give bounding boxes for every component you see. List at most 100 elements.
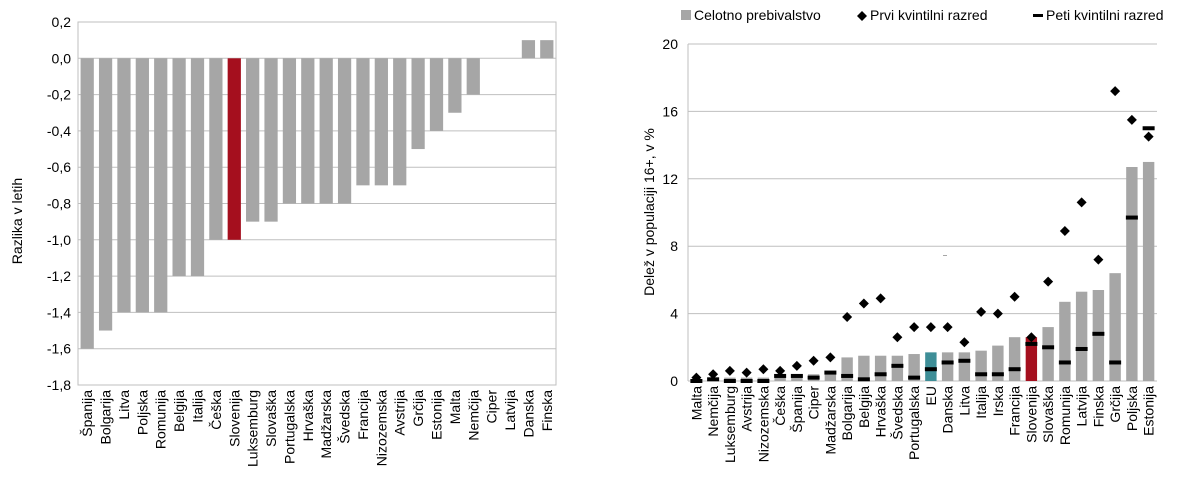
marker-fifth-quintile bbox=[1075, 346, 1088, 351]
marker-fifth-quintile bbox=[958, 358, 971, 363]
bar-total bbox=[1126, 167, 1138, 381]
category-label: Latvija bbox=[502, 390, 518, 431]
marker-fifth-quintile bbox=[1109, 360, 1122, 365]
plot-frame bbox=[77, 21, 557, 386]
category-label: Grčija bbox=[1107, 386, 1123, 423]
bar-total bbox=[841, 357, 853, 381]
marker-fifth-quintile bbox=[757, 379, 770, 383]
marker-first-quintile bbox=[1076, 197, 1087, 208]
bar bbox=[540, 40, 554, 59]
bar bbox=[319, 58, 333, 204]
marker-fifth-quintile bbox=[1008, 367, 1021, 372]
bar bbox=[154, 58, 168, 313]
category-label: Španija bbox=[79, 390, 95, 437]
marker-first-quintile bbox=[1009, 291, 1020, 302]
bar bbox=[264, 58, 278, 222]
legend-label-first-quintile: Prvi kvintilni razred bbox=[870, 7, 987, 23]
category-label: Nemčija bbox=[465, 390, 481, 441]
bar-total bbox=[958, 352, 971, 381]
category-label: Nemčija bbox=[705, 386, 721, 437]
chart-left-grid bbox=[77, 21, 557, 386]
category-label: Poljska bbox=[134, 390, 150, 435]
chart-right: Celotno prebivalstvo Prvi kvintilni razr… bbox=[641, 7, 1164, 463]
bar bbox=[301, 58, 315, 204]
category-label: Portugalska bbox=[906, 386, 922, 460]
marker-first-quintile bbox=[925, 322, 936, 333]
bar bbox=[135, 58, 149, 313]
marker-first-quintile bbox=[959, 337, 970, 348]
category-label: Slovenija bbox=[226, 390, 242, 447]
marker-fifth-quintile bbox=[1025, 341, 1038, 346]
marker-fifth-quintile bbox=[1125, 215, 1138, 220]
y-tick-label: 0,2 bbox=[52, 14, 72, 30]
marker-fifth-quintile bbox=[1042, 345, 1055, 350]
marker-fifth-quintile bbox=[891, 363, 904, 368]
marker-fifth-quintile bbox=[824, 370, 837, 375]
marker-fifth-quintile bbox=[841, 373, 854, 378]
marker-fifth-quintile bbox=[975, 372, 988, 377]
marker-fifth-quintile bbox=[941, 360, 954, 365]
category-label: Ciper bbox=[484, 390, 500, 424]
marker-first-quintile bbox=[1026, 332, 1037, 343]
category-label: Malta bbox=[447, 390, 463, 424]
y-tick-label: -0,4 bbox=[47, 123, 71, 139]
marker-fifth-quintile bbox=[723, 379, 736, 383]
marker-first-quintile bbox=[741, 367, 752, 378]
category-label: Portugalska bbox=[281, 390, 297, 464]
marker-fifth-quintile bbox=[774, 373, 787, 378]
bar bbox=[282, 58, 297, 204]
y-tick-label: -0,2 bbox=[47, 87, 71, 103]
marker-first-quintile bbox=[1059, 226, 1070, 237]
category-label: Finska bbox=[1090, 386, 1106, 427]
bar bbox=[209, 58, 223, 240]
y-tick-label: 20 bbox=[662, 36, 678, 52]
category-label: Litva bbox=[956, 386, 972, 416]
category-label: Belgija bbox=[171, 390, 187, 432]
marker-first-quintile bbox=[1126, 114, 1137, 125]
category-label: Danska bbox=[520, 390, 536, 438]
y-tick-label: 0,0 bbox=[52, 50, 72, 66]
category-label: Hrvaška bbox=[873, 386, 889, 438]
marker-first-quintile bbox=[892, 332, 903, 343]
bar-total bbox=[992, 345, 1004, 381]
marker-fifth-quintile bbox=[1092, 331, 1105, 336]
marker-fifth-quintile bbox=[707, 377, 720, 382]
marker-fifth-quintile bbox=[924, 367, 937, 372]
marker-fifth-quintile bbox=[1142, 126, 1155, 131]
marker-first-quintile bbox=[758, 364, 769, 375]
chart-left-categories: Španija Bolgarija Litva Poljska Romunija Belg… bbox=[79, 390, 555, 467]
bar bbox=[448, 58, 462, 113]
marker-first-quintile bbox=[724, 365, 735, 376]
bar-total bbox=[858, 355, 870, 381]
bar bbox=[227, 58, 241, 240]
marker-first-quintile bbox=[875, 293, 886, 304]
chart-left-y-ticks: 0,2 0,0 -0,2 -0,4 -0,6 -0,8 -1,0 -1,2 -1,4 -1,6 -1… bbox=[47, 14, 71, 393]
marker-first-quintile bbox=[708, 369, 719, 380]
bar-total bbox=[874, 355, 887, 381]
y-tick-label: 16 bbox=[662, 103, 678, 119]
bar bbox=[80, 58, 94, 349]
bar bbox=[374, 58, 388, 186]
chart-right-categories: Malta Nemčija Luksemburg Avstrija Nizozemska… bbox=[688, 386, 1156, 463]
category-label: Romunija bbox=[1057, 386, 1073, 445]
category-label: Estonija bbox=[429, 390, 445, 440]
chart-left-ylabel: Razlika v letih bbox=[9, 178, 25, 264]
chart-right-ylabel: Delež v populaciji 16+, v % bbox=[641, 128, 657, 296]
y-tick-label: -0,6 bbox=[47, 159, 71, 175]
category-label: Bolgarija bbox=[98, 390, 114, 445]
y-tick-label: -0,8 bbox=[47, 196, 71, 212]
category-label: Litva bbox=[116, 390, 132, 420]
bar bbox=[411, 58, 425, 150]
category-label: Švedska bbox=[337, 390, 353, 444]
category-label: Belgija bbox=[856, 386, 872, 428]
legend-swatch-bar bbox=[681, 10, 691, 20]
category-label: Bolgarija bbox=[839, 386, 855, 441]
category-label: Češka bbox=[772, 386, 788, 426]
category-label: Ciper bbox=[806, 386, 822, 420]
category-label: Madžarska bbox=[822, 386, 838, 455]
bar-total bbox=[1142, 161, 1155, 381]
category-label: Grčija bbox=[410, 390, 426, 427]
y-tick-label: 12 bbox=[662, 171, 678, 187]
category-label: Avstrija bbox=[392, 390, 408, 436]
marker-first-quintile bbox=[842, 311, 853, 322]
